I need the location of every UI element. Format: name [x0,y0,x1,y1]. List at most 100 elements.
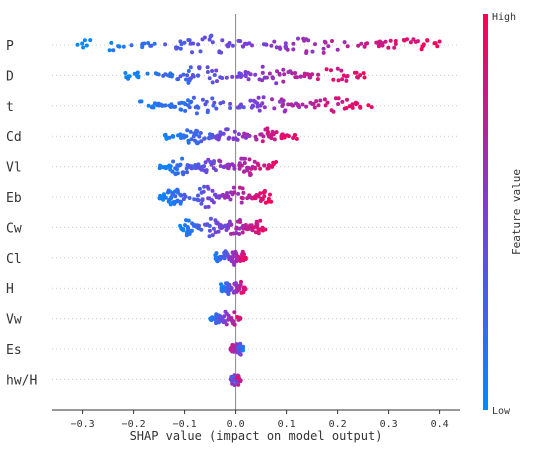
shap-dot [82,38,87,43]
shap-dot [195,104,200,109]
shap-dot [185,73,190,78]
shap-dot [165,190,170,195]
shap-dot [392,45,397,50]
shap-dot [207,234,212,239]
shap-dot [298,74,303,79]
shap-dot [277,45,282,50]
shap-dot [254,193,259,197]
shap-dot [236,132,241,137]
shap-dot [226,292,231,296]
shap-dot [121,44,126,49]
shap-dot [225,127,230,132]
shap-dot [175,171,180,176]
shap-dot [239,279,243,284]
shap-dot [184,233,189,238]
shap-dot [237,166,242,171]
shap-dot [266,130,271,134]
shap-dot [294,136,299,141]
shap-dot [310,49,315,54]
feature-label: D [6,69,14,84]
shap-dot [413,39,418,44]
shap-dot [181,133,186,138]
shap-dot [329,68,333,73]
shap-dot [219,224,224,229]
shap-dot [178,74,183,79]
shap-dot [203,160,208,165]
shap-dot [203,222,207,227]
shap-dot [401,38,406,42]
shap-dot [185,128,190,133]
shap-dot [213,230,218,235]
shap-dot [157,102,162,107]
shap-dot [232,310,237,315]
shap-dot [197,186,202,191]
shap-dot [178,107,183,112]
shap-dot [240,134,245,139]
shap-dot [202,184,207,189]
shap-dot [241,344,245,349]
shap-dot [188,100,193,105]
shap-dot [164,166,168,171]
shap-dot [231,348,235,353]
shap-dot [209,33,214,38]
shap-dot [225,191,230,195]
shap-dot [212,159,216,164]
shap-dot [310,102,315,106]
shap-dot [207,76,212,81]
shap-dot [186,69,191,73]
shap-dot [310,72,315,77]
shap-dot [237,226,242,231]
shap-dot [176,190,180,195]
feature-label: hw/H [6,373,37,388]
shap-dot [255,104,260,109]
shap-dot [216,313,221,318]
shap-dot [361,71,366,76]
shap-dot [176,133,180,138]
shap-dot [292,133,297,138]
shap-dot [178,46,183,51]
shap-dot [218,75,223,80]
shap-dot [249,195,254,200]
shap-dot [242,161,247,165]
shap-dot [196,73,201,78]
shap-dot [284,44,288,49]
shap-dot [167,103,172,108]
shap-dot [214,68,219,73]
shap-dot [255,161,260,166]
shap-dot [212,73,217,77]
shap-dot [324,67,329,72]
shap-dot [241,105,246,110]
shap-dot [234,283,239,288]
shap-dot [266,199,271,204]
shap-dot [260,70,265,75]
shap-dot [196,42,201,47]
shap-dot [335,66,340,71]
shap-dot [260,225,265,230]
shap-dot [282,109,287,114]
shap-dot [187,105,192,110]
shap-dot [221,131,226,136]
shap-dot [300,102,305,107]
shap-dot [189,228,194,233]
shap-dot [358,73,363,78]
shap-dot [197,65,201,70]
shap-dot [250,164,255,169]
shap-dot [210,80,215,85]
shap-dot [307,75,312,80]
shap-dot [188,41,193,46]
shap-dot [181,197,186,201]
shap-dot [322,39,327,44]
x-tick-label: 0.0 [227,419,245,430]
colorbar-low-label: Low [492,406,511,417]
shap-dot [268,192,272,197]
shap-dot [217,195,222,200]
shap-dot [232,129,237,134]
shap-dot [228,190,233,195]
shap-dot [237,105,242,110]
shap-dot [80,41,85,46]
shap-dot [172,189,177,194]
shap-dot [231,321,236,326]
shap-dot [209,162,214,167]
shap-dot [201,189,206,194]
